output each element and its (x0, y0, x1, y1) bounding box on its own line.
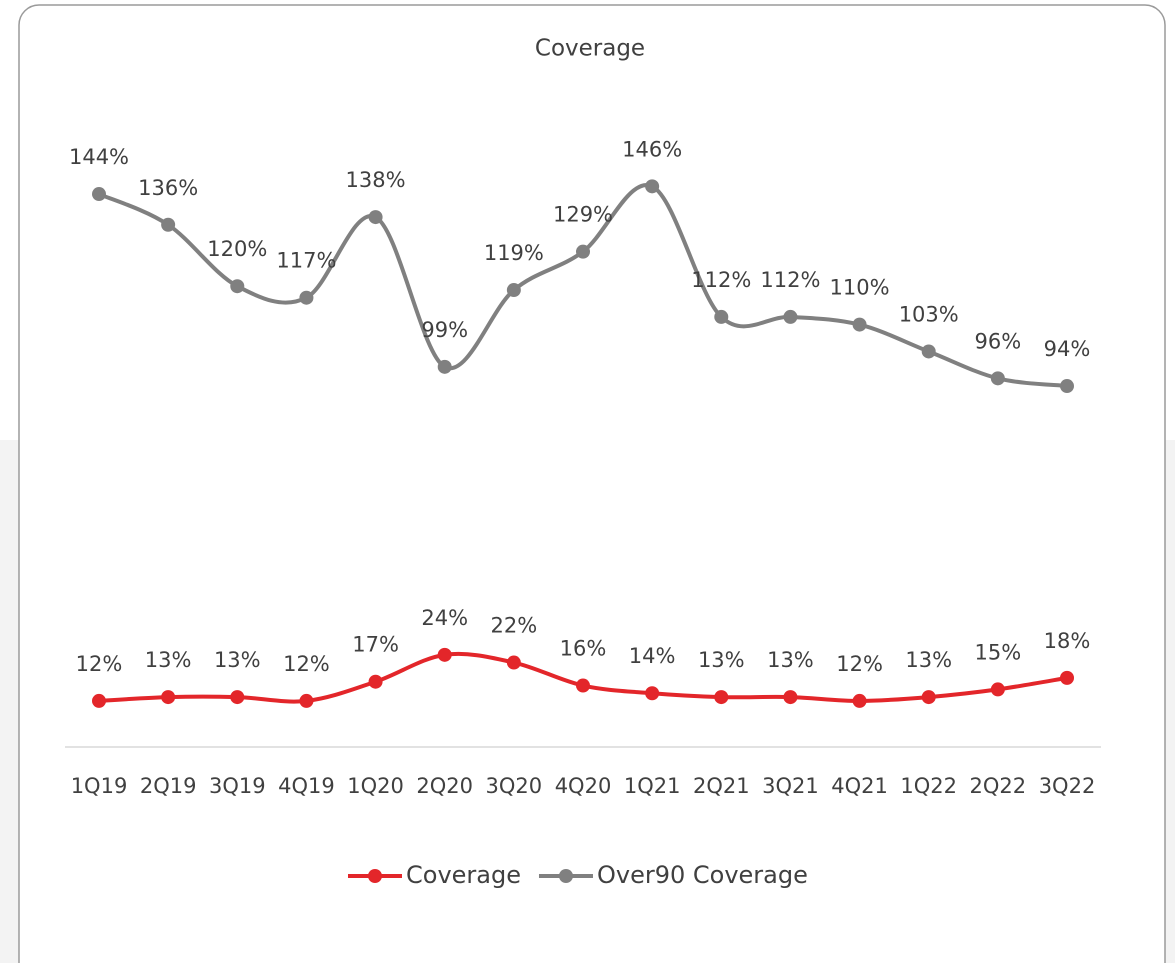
data-label: 103% (899, 302, 959, 326)
x-tick-label: 3Q20 (486, 774, 543, 798)
x-tick-label: 2Q21 (693, 774, 750, 798)
x-tick-label: 1Q20 (347, 774, 404, 798)
data-label: 120% (207, 237, 267, 261)
marker (852, 317, 867, 332)
marker (92, 187, 106, 202)
marker (783, 309, 798, 324)
x-tick-label: 3Q22 (1039, 774, 1096, 798)
marker (576, 678, 590, 693)
x-tick-label: 1Q21 (624, 774, 681, 798)
data-label: 138% (346, 168, 406, 192)
marker (645, 686, 660, 701)
data-label: 146% (622, 137, 682, 161)
data-label: 13% (767, 648, 814, 672)
data-label: 12% (836, 652, 883, 676)
data-label: 14% (629, 644, 676, 668)
marker (230, 279, 245, 294)
data-label: 13% (905, 648, 952, 672)
marker (783, 690, 798, 705)
marker (506, 283, 521, 298)
data-label: 12% (76, 652, 123, 676)
marker (92, 693, 106, 708)
marker (368, 210, 383, 225)
legend-marker (558, 869, 573, 883)
x-tick-label: 2Q19 (140, 774, 197, 798)
marker (921, 690, 936, 705)
marker (299, 290, 314, 305)
marker (437, 647, 452, 662)
data-label: 112% (691, 268, 751, 292)
line (98, 183, 1068, 389)
data-label: 136% (138, 176, 198, 200)
data-label: 129% (553, 203, 613, 227)
data-label: 17% (352, 633, 399, 657)
x-tick-label: 4Q19 (278, 774, 335, 798)
marker (714, 690, 729, 705)
data-label: 18% (1044, 629, 1091, 653)
marker (576, 244, 590, 259)
marker (852, 693, 867, 708)
legend-label: Coverage (406, 861, 521, 889)
card (18, 4, 1166, 963)
data-label: 94% (1044, 337, 1091, 361)
data-label: 13% (145, 648, 192, 672)
data-label: 24% (421, 606, 468, 630)
marker (1060, 670, 1074, 685)
marker (299, 693, 314, 708)
marker (1060, 379, 1074, 394)
x-tick-label: 3Q21 (762, 774, 819, 798)
data-label: 96% (975, 329, 1022, 353)
marker (368, 674, 383, 689)
x-tick-label: 1Q22 (900, 774, 957, 798)
marker (921, 344, 936, 359)
marker (990, 682, 1005, 697)
data-label: 112% (760, 268, 820, 292)
x-tick-label: 4Q20 (555, 774, 612, 798)
marker (437, 359, 452, 374)
data-label: 16% (560, 637, 607, 661)
x-tick-label: 1Q19 (71, 774, 128, 798)
data-label: 15% (975, 640, 1022, 664)
legend-marker (368, 869, 382, 883)
x-tick-label: 2Q22 (970, 774, 1027, 798)
legend-label: Over90 Coverage (597, 861, 808, 889)
data-label: 13% (214, 648, 261, 672)
marker (230, 690, 245, 705)
marker (161, 217, 176, 232)
data-label: 12% (283, 652, 330, 676)
data-label: 22% (491, 614, 538, 638)
data-label: 13% (698, 648, 745, 672)
data-label: 110% (830, 276, 890, 300)
data-label: 144% (69, 145, 129, 169)
chart-title: Coverage (535, 36, 645, 62)
x-tick-label: 2Q20 (416, 774, 473, 798)
marker (506, 655, 521, 670)
x-tick-label: 3Q19 (209, 774, 266, 798)
marker (990, 371, 1005, 386)
marker (714, 309, 729, 324)
marker (161, 690, 176, 705)
data-label: 117% (276, 249, 336, 273)
marker (645, 179, 660, 194)
data-label: 119% (484, 241, 544, 265)
data-label: 99% (421, 318, 468, 342)
x-tick-label: 4Q21 (831, 774, 888, 798)
